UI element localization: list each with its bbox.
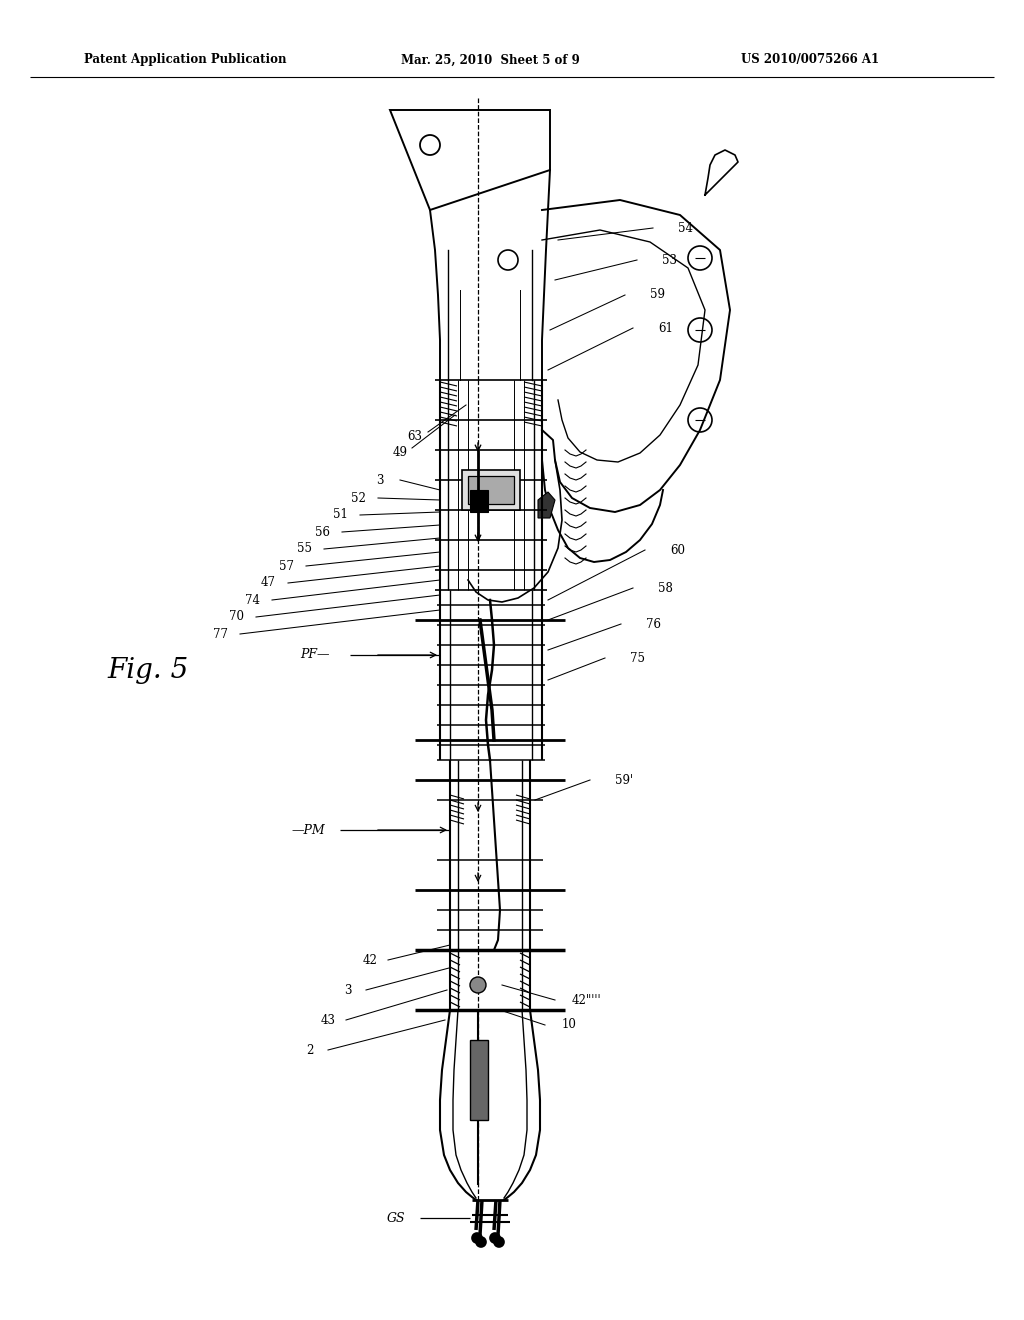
Text: Mar. 25, 2010  Sheet 5 of 9: Mar. 25, 2010 Sheet 5 of 9: [400, 54, 580, 66]
Text: 61: 61: [658, 322, 673, 334]
Text: 57: 57: [279, 560, 294, 573]
Text: PF—: PF—: [300, 648, 330, 661]
Polygon shape: [538, 492, 555, 517]
Bar: [470, 1040, 488, 1119]
Text: 47: 47: [260, 577, 275, 590]
Text: GS: GS: [386, 1212, 406, 1225]
Text: 43: 43: [321, 1014, 336, 1027]
Text: 56: 56: [314, 525, 330, 539]
Text: 59': 59': [615, 774, 633, 787]
Text: 59: 59: [650, 289, 665, 301]
Text: 77: 77: [213, 627, 227, 640]
Text: 42"''': 42"''': [572, 994, 602, 1006]
Text: 55: 55: [297, 543, 311, 556]
Text: 54: 54: [678, 222, 693, 235]
Text: 76: 76: [646, 618, 662, 631]
Circle shape: [472, 1233, 482, 1243]
Text: 3: 3: [344, 983, 352, 997]
Text: 75: 75: [630, 652, 645, 664]
Text: 49: 49: [392, 446, 408, 458]
Text: 63: 63: [408, 429, 423, 442]
Text: —PM: —PM: [292, 824, 325, 837]
Text: 42: 42: [362, 953, 378, 966]
Bar: [468, 477, 514, 504]
Text: 51: 51: [333, 508, 347, 521]
Text: 52: 52: [350, 491, 366, 504]
Text: 60: 60: [670, 544, 685, 557]
Bar: [462, 470, 520, 510]
Text: Patent Application Publication: Patent Application Publication: [84, 54, 287, 66]
Text: 3: 3: [376, 474, 384, 487]
Text: 2: 2: [306, 1044, 313, 1056]
Bar: [470, 490, 488, 512]
Text: 58: 58: [658, 582, 673, 594]
Circle shape: [470, 977, 486, 993]
Text: 10: 10: [562, 1019, 577, 1031]
Circle shape: [490, 1233, 500, 1243]
Text: 74: 74: [245, 594, 259, 606]
Text: US 2010/0075266 A1: US 2010/0075266 A1: [741, 54, 879, 66]
Text: 70: 70: [228, 610, 244, 623]
Circle shape: [494, 1237, 504, 1247]
Text: 53: 53: [662, 253, 677, 267]
Text: Fig. 5: Fig. 5: [108, 656, 188, 684]
Circle shape: [476, 1237, 486, 1247]
